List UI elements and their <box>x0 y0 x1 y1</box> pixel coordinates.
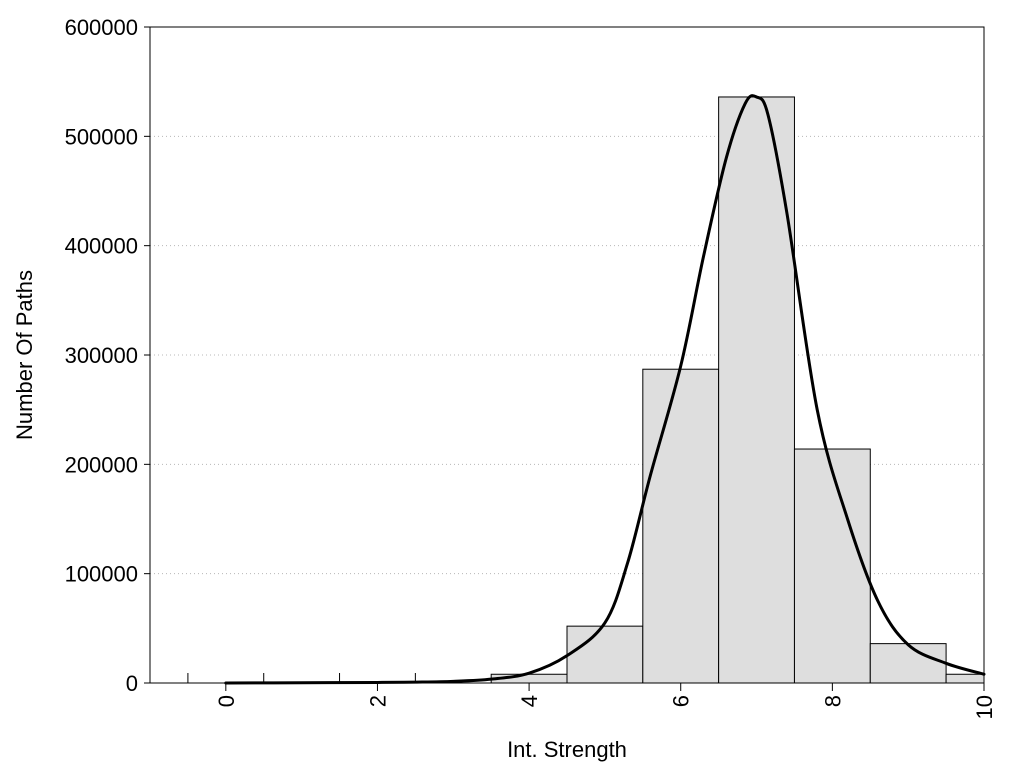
x-tick-label: 4 <box>517 695 542 707</box>
bars-layer <box>187 96 985 684</box>
x-tick-label: 2 <box>365 695 390 707</box>
y-tick-label: 400000 <box>65 234 138 259</box>
x-tick-label: 10 <box>972 695 997 719</box>
y-tick-label: 0 <box>126 671 138 696</box>
grid-layer <box>150 135 984 575</box>
x-axis-label: Int. Strength <box>507 737 627 762</box>
x-tick-label: 8 <box>820 695 845 707</box>
y-tick-label: 300000 <box>65 343 138 368</box>
ticks-layer: 0 100000 200000 300000 400000 500000 600000 0 2 4… <box>65 15 997 719</box>
curve-layer <box>224 94 986 685</box>
y-tick-label: 200000 <box>65 452 138 477</box>
y-axis-label: Number Of Paths <box>12 270 37 440</box>
histogram-bar <box>566 625 644 684</box>
y-tick-label: 600000 <box>65 15 138 40</box>
y-tick-label: 100000 <box>65 562 138 587</box>
density-curve <box>224 94 986 685</box>
histogram-bar <box>869 643 947 684</box>
y-tick-label: 500000 <box>65 124 138 149</box>
x-tick-label: 0 <box>214 695 239 707</box>
histogram-bar <box>945 673 985 684</box>
histogram-bar <box>793 448 871 684</box>
histogram-bar <box>642 368 720 684</box>
x-tick-label: 6 <box>669 695 694 707</box>
